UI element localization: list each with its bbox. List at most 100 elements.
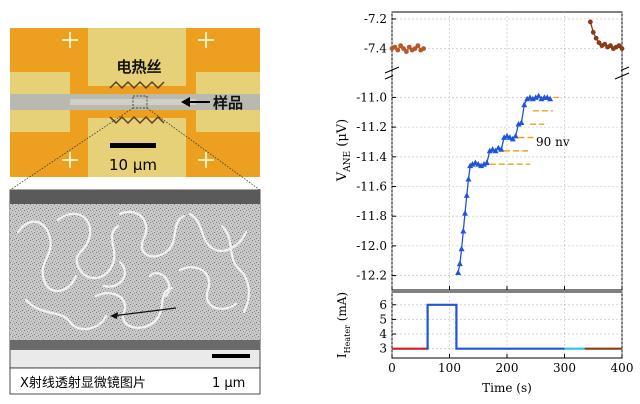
scale-bar-a-label: 10 μm [109, 156, 157, 174]
vane-point-1-14 [486, 147, 493, 154]
vane-point-1-1 [456, 260, 463, 267]
vane-point-2-5 [602, 41, 608, 47]
vane-point-0-9 [415, 43, 421, 49]
vane-point-1-16 [492, 147, 499, 154]
heater-grid [391, 292, 623, 358]
wire-marker-tip [110, 312, 118, 319]
sample-texture [10, 204, 260, 340]
time-x-label: Time (s) [482, 381, 532, 395]
vane-point-0-8 [412, 46, 418, 51]
vane-tick-label-0: -7.4 [364, 42, 388, 56]
vane-point-1-7 [467, 162, 474, 169]
vane-tick-label-5: -11.6 [356, 180, 387, 194]
edge-top [10, 190, 260, 204]
axis-break-gap [393, 70, 621, 76]
vane-point-1-13 [483, 159, 490, 166]
vane-y-label-unit: (μV) [335, 119, 350, 151]
vane-point-1-12 [481, 161, 487, 167]
vane-point-1-11 [478, 162, 485, 169]
vane-y-label-sub: ANE [343, 151, 353, 173]
vane-point-1-8 [469, 161, 476, 167]
heater-ytick-label-2: 5 [379, 312, 387, 326]
vane-point-0-3 [398, 43, 404, 49]
vane-point-1-5 [463, 192, 470, 198]
vane-point-2-2 [593, 35, 599, 41]
vane-chart: -7.4 -7.2 -12.2 -12.0 -11.8 -11.6 -11.4 -11.2 -1… [335, 11, 630, 291]
vane-y-label-main: V [335, 171, 350, 182]
heater-y-label-unit: (mA) [335, 292, 349, 325]
vane-tick-label-6: -11.4 [356, 150, 387, 164]
scale-bar-b-label: 1 μm [212, 376, 245, 391]
heater-pad-top [88, 28, 186, 86]
heater-xtick-label-1: 100 [438, 361, 461, 375]
scale-bar-a [110, 143, 156, 148]
vane-point-1-6 [465, 175, 472, 182]
vane-tick-label-4: -11.8 [356, 209, 387, 223]
heater-y-label: IHeater (mA) [335, 292, 352, 358]
wire-marker [111, 307, 177, 317]
vane-point-1-27 [524, 95, 531, 102]
vane-point-2-11 [619, 46, 625, 51]
edge-bottom [10, 340, 260, 350]
vane-tick-label-2: -12.2 [356, 269, 387, 283]
vane-point-2-1 [590, 29, 596, 35]
vane-point-1-25 [518, 119, 525, 126]
vane-point-0-2 [395, 47, 401, 53]
vane-point-1-24 [515, 120, 522, 127]
vane-y-label: VANE (μV) [335, 119, 353, 182]
caption-bar [9, 367, 261, 395]
heater-wire-top [109, 80, 165, 90]
sample-label: 样品 [213, 94, 243, 112]
heater-wire-bottom [109, 115, 165, 125]
xray-caption: X射线透射显微镜图片 [20, 375, 146, 391]
vane-point-2-7 [608, 43, 613, 49]
vane-point-1-35 [547, 95, 554, 102]
sample-arrow-head [181, 97, 190, 107]
vane-tick-label-3: -12.0 [356, 239, 387, 253]
heater-xtick-label-4: 400 [611, 361, 634, 375]
heater-ytick-label-1: 4 [379, 327, 387, 341]
heater-y-label-main: I [335, 353, 349, 358]
zoom-connector-right [146, 107, 261, 191]
heater-label: 电热丝 [116, 58, 161, 76]
vane-point-0-4 [401, 46, 406, 51]
step-annotation: 90 nv [536, 135, 570, 149]
vane-point-1-0 [455, 269, 462, 276]
vane-point-1-18 [498, 146, 505, 152]
heater-current-line [392, 303, 622, 350]
vane-tick-label-7: -11.2 [356, 120, 387, 134]
vane-point-1-29 [529, 95, 536, 102]
vane-point-2-0 [587, 19, 593, 25]
vane-point-1-2 [458, 245, 465, 252]
vane-point-1-3 [460, 227, 467, 234]
vane-point-0-1 [392, 44, 398, 50]
heater-series-1 [426, 303, 565, 350]
heater-xtick-label-2: 200 [496, 361, 519, 375]
vane-point-1-23 [512, 132, 519, 139]
vane-tick-label-1: -7.2 [364, 12, 387, 26]
vane-tick-label-8: -11.0 [356, 90, 387, 104]
heater-xtick-label-3: 300 [553, 361, 576, 375]
alignment-marks [62, 32, 214, 168]
vane-data-points [389, 19, 625, 276]
vane-point-1-4 [462, 210, 469, 216]
vane-point-1-26 [521, 101, 528, 108]
vane-point-2-3 [596, 40, 602, 46]
heater-ytick-label-3: 6 [379, 298, 387, 312]
vane-point-0-6 [406, 44, 412, 50]
scale-bar-b [212, 354, 250, 358]
zoom-region [132, 95, 148, 109]
vane-point-0-5 [403, 49, 409, 54]
vane-axes: -7.4 -7.2 -12.2 -12.0 -11.8 -11.6 -11.4 -11.2 -1… [356, 12, 623, 290]
vane-point-1-19 [501, 134, 508, 140]
vane-point-0-11 [421, 46, 427, 51]
vane-point-1-30 [532, 94, 539, 100]
heater-xtick-label-0: 0 [388, 361, 396, 375]
zoom-connector-left [9, 107, 134, 191]
heater-y-label-sub: Heater [343, 325, 352, 353]
domain-stripes [16, 210, 250, 331]
vane-point-2-10 [616, 43, 622, 49]
